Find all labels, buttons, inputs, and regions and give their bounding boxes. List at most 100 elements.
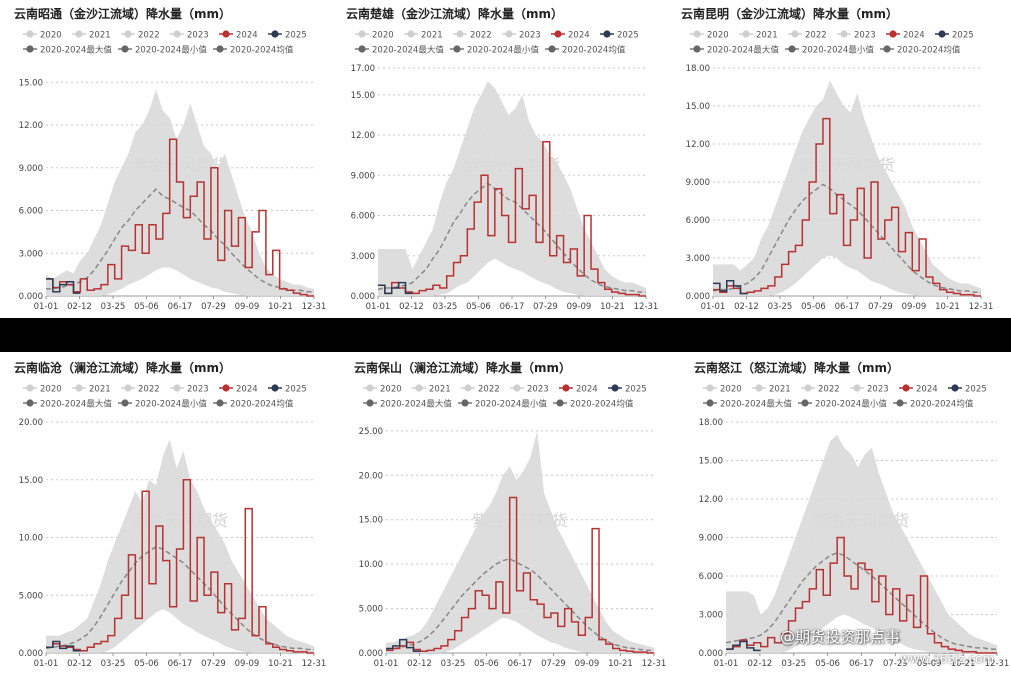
y-tick-label: 10.00 xyxy=(359,560,383,570)
mean-line xyxy=(46,188,314,293)
legend-marker xyxy=(26,30,34,38)
legend-marker xyxy=(26,45,34,53)
legend-marker xyxy=(853,384,861,392)
range-band xyxy=(46,89,314,296)
x-tick-label: 09-09 xyxy=(917,659,942,669)
x-tick-label: 05-06 xyxy=(815,659,840,669)
separator-band xyxy=(0,318,1011,352)
x-tick-label: 07-29 xyxy=(533,302,558,312)
legend-marker xyxy=(366,399,374,407)
legend-marker xyxy=(889,30,897,38)
y-tick-label: 3.000 xyxy=(351,252,375,262)
legend-marker xyxy=(896,399,904,407)
legend-label: 2023 xyxy=(519,31,541,41)
footer-watermark: @期货投资那点事 xyxy=(780,628,901,646)
legend-marker xyxy=(951,384,959,392)
y-tick-label: 18.00 xyxy=(686,64,710,74)
y-tick-label: 17.00 xyxy=(351,64,375,74)
legend-marker xyxy=(26,399,34,407)
x-tick-label: 06-17 xyxy=(849,659,874,669)
x-tick-label: 12-31 xyxy=(985,659,1010,669)
x-tick-label: 10-21 xyxy=(935,302,960,312)
legend-marker xyxy=(938,30,946,38)
legend-label: 2021 xyxy=(89,385,111,395)
y-tick-label: 15.00 xyxy=(699,457,723,467)
x-tick-label: 12-31 xyxy=(302,659,327,669)
chart-title: 云南昭通（金沙江流域）降水量（mm） xyxy=(14,6,231,21)
chart-panel: 云南保山（澜沧江流域）降水量（mm） 2020 2021 2022 2023 2024 20… xyxy=(348,354,668,675)
x-tick-label: 05-06 xyxy=(801,302,826,312)
x-tick-label: 02-12 xyxy=(748,659,773,669)
legend-label: 2021 xyxy=(89,31,111,41)
legend-label: 2022 xyxy=(470,31,492,41)
legend-label: 2020 xyxy=(380,385,402,395)
legend-marker xyxy=(548,45,556,53)
x-tick-label: 02-12 xyxy=(67,659,92,669)
range-band xyxy=(46,439,314,653)
x-tick-label: 09-09 xyxy=(575,659,600,669)
mean-line xyxy=(712,183,981,293)
legend-label: 2020-2024均值 xyxy=(897,45,961,56)
x-tick-label: 07-29 xyxy=(541,659,566,669)
y-tick-label: 0.000 xyxy=(686,292,710,302)
legend-marker xyxy=(706,384,714,392)
x-tick-label: 09-09 xyxy=(235,659,260,669)
chart-panel: 云南昆明（金沙江流域）降水量（mm） 2020 2021 2022 2023 2024 20… xyxy=(675,0,995,318)
legend-label: 2023 xyxy=(867,385,889,395)
y-tick-label: 3.000 xyxy=(19,249,43,259)
legend-label: 2025 xyxy=(952,31,974,41)
x-tick-label: 10-21 xyxy=(600,302,625,312)
series-2024-line xyxy=(46,479,314,654)
chart-svg: 云南临沧（澜沧江流域）降水量（mm） 2020 2021 2022 2023 2024 20… xyxy=(14,360,327,669)
series-2025-line xyxy=(46,640,81,652)
legend-label: 2025 xyxy=(617,31,639,41)
legend-label: 2024 xyxy=(236,31,258,41)
range-band xyxy=(726,434,997,653)
x-tick-label: 01-01 xyxy=(34,659,59,669)
legend-marker xyxy=(173,30,181,38)
legend-label: 2024 xyxy=(236,385,258,395)
chart-panel: 云南昭通（金沙江流域）降水量（mm） 2020 2021 2022 2023 2024 20… xyxy=(8,0,328,318)
series-2024-line xyxy=(726,536,997,654)
legend-label: 2020-2024最小值 xyxy=(815,399,887,410)
y-tick-label: 15.00 xyxy=(351,91,375,101)
series-2025-line xyxy=(386,638,421,652)
legend-label: 2020-2024均值 xyxy=(910,399,974,410)
mean-line xyxy=(45,545,314,651)
chart-panel: 云南临沧（澜沧江流域）降水量（mm） 2020 2021 2022 2023 2024 20… xyxy=(8,354,328,675)
x-tick-label: 07-29 xyxy=(201,659,226,669)
legend-marker xyxy=(755,384,763,392)
y-tick-label: 15.00 xyxy=(686,102,710,112)
series-2024-line xyxy=(713,117,981,297)
legend-marker xyxy=(554,30,562,38)
series-2025-line xyxy=(726,640,761,652)
legend-label: 2020-2024最大值 xyxy=(40,399,112,410)
legend-marker xyxy=(75,384,83,392)
legend-label: 2020-2024均值 xyxy=(230,399,294,410)
legend-marker xyxy=(216,45,224,53)
mean-line xyxy=(377,182,646,293)
x-tick-label: 01-01 xyxy=(701,302,726,312)
legend-label: 2020-2024最小值 xyxy=(467,45,539,56)
chart-svg: 云南昭通（金沙江流域）降水量（mm） 2020 2021 2022 2023 2024 20… xyxy=(14,6,326,312)
x-tick-label: 07-29 xyxy=(883,659,908,669)
x-tick-label: 07-29 xyxy=(868,302,893,312)
legend-label: 2021 xyxy=(756,31,778,41)
x-tick-label: 02-12 xyxy=(407,659,432,669)
legend-label: 2020-2024最大值 xyxy=(372,45,444,56)
legend-label: 2020-2024均值 xyxy=(230,45,294,56)
legend-label: 2022 xyxy=(138,385,160,395)
x-tick-label: 01-01 xyxy=(714,659,739,669)
legend-label: 2022 xyxy=(818,385,840,395)
legend-marker xyxy=(407,30,415,38)
legend-label: 2020 xyxy=(372,31,394,41)
x-tick-label: 03-25 xyxy=(101,659,126,669)
legend-label: 2020 xyxy=(40,385,62,395)
legend-marker xyxy=(366,384,374,392)
chart-panel: 云南楚雄（金沙江流域）降水量（mm） 2020 2021 2022 2023 2024 20… xyxy=(340,0,660,318)
x-tick-label: 02-12 xyxy=(67,302,92,312)
x-tick-label: 06-17 xyxy=(835,302,860,312)
x-tick-label: 05-06 xyxy=(466,302,491,312)
y-tick-label: 0.000 xyxy=(359,649,383,659)
x-tick-label: 12-31 xyxy=(634,302,659,312)
